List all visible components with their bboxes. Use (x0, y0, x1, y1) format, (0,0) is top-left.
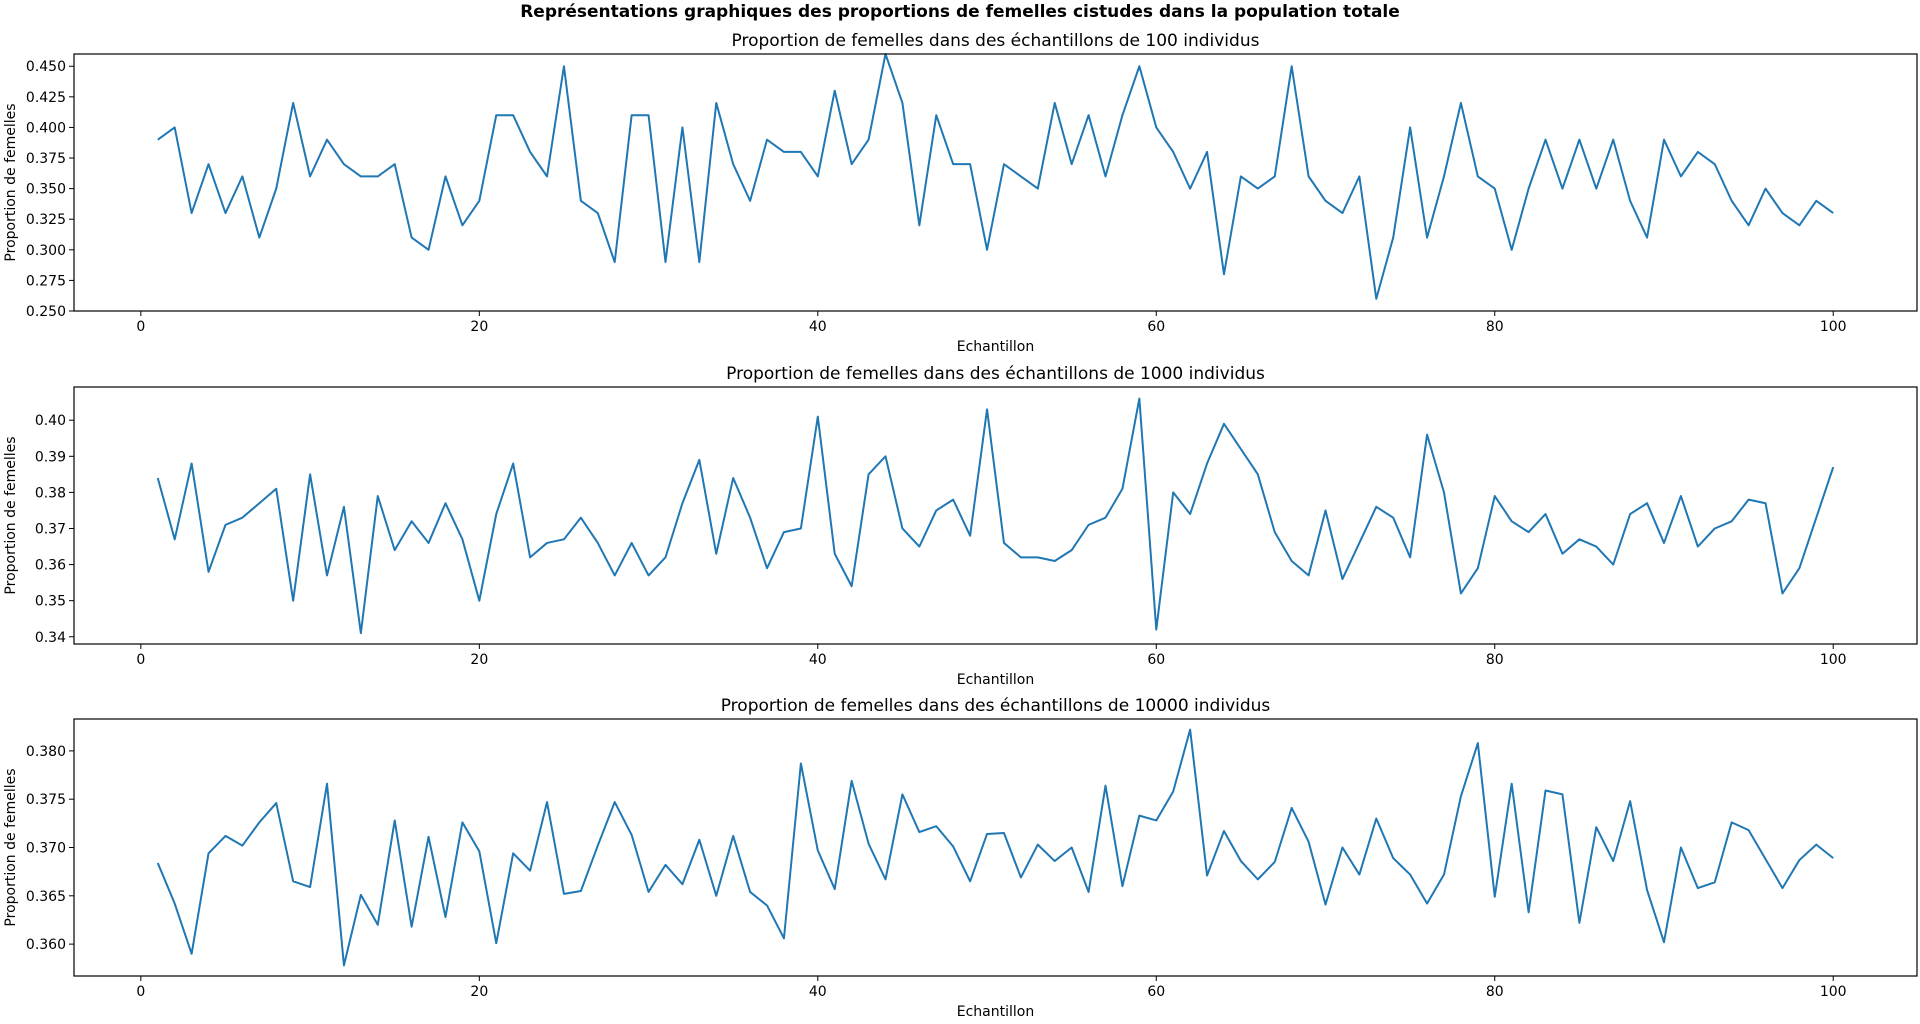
y-tick-label: 0.400 (26, 120, 66, 136)
y-tick-label: 0.37 (35, 521, 66, 537)
x-tick-label: 20 (470, 319, 488, 335)
subplot-title: Proportion de femelles dans des échantil… (721, 696, 1271, 716)
x-tick-label: 20 (470, 652, 488, 668)
y-axis-label: Proportion de femelles (3, 768, 19, 926)
y-tick-label: 0.450 (26, 59, 66, 75)
y-tick-label: 0.350 (26, 182, 66, 198)
x-tick-label: 0 (136, 984, 145, 1000)
series-line (156, 728, 1834, 967)
x-tick-label: 80 (1486, 984, 1504, 1000)
x-tick-label: 0 (136, 319, 145, 335)
y-tick-label: 0.275 (26, 273, 66, 289)
y-tick-label: 0.325 (26, 212, 66, 228)
subplot-3: 0 20 40 60 80 100 0.360 0.365 0.370 0.375 0.380 Pro… (3, 696, 1918, 1020)
x-tick-label: 40 (809, 984, 827, 1000)
subplot-1: 0 20 40 60 80 100 0.250 0.275 0.300 0.325 0.350 0.3… (3, 31, 1918, 355)
y-axis-label: Proportion de femelles (3, 103, 19, 261)
x-axis-label: Echantillon (957, 339, 1034, 355)
series-line (157, 53, 1834, 300)
y-tick-label: 0.375 (26, 792, 66, 808)
x-tick-label: 100 (1820, 984, 1847, 1000)
y-tick-label: 0.365 (26, 889, 66, 905)
x-tick-label: 40 (809, 652, 827, 668)
figure-suptitle: Représentations graphiques des proportio… (520, 2, 1400, 22)
y-tick-label: 0.425 (26, 90, 66, 106)
x-tick-label: 80 (1486, 319, 1504, 335)
y-tick-label: 0.36 (35, 558, 66, 574)
y-tick-label: 0.370 (26, 841, 66, 857)
x-tick-label: 0 (136, 652, 145, 668)
y-tick-label: 0.38 (35, 485, 66, 501)
y-tick-label: 0.300 (26, 243, 66, 259)
x-tick-label: 20 (470, 984, 488, 1000)
x-tick-label: 60 (1147, 319, 1165, 335)
axes-frame (73, 53, 1918, 312)
x-tick-label: 40 (809, 319, 827, 335)
x-tick-label: 60 (1147, 984, 1165, 1000)
y-axis-label: Proportion de femelles (3, 436, 19, 594)
axes-frame (73, 386, 1918, 645)
series-line (156, 397, 1835, 635)
y-tick-label: 0.250 (26, 304, 66, 320)
y-tick-label: 0.380 (26, 744, 66, 760)
x-tick-label: 100 (1820, 319, 1847, 335)
subplot-2: 0 20 40 60 80 100 0.34 0.35 0.36 0.37 0.38 0.39 0.40… (3, 364, 1918, 688)
y-tick-label: 0.40 (35, 413, 66, 429)
y-tick-label: 0.375 (26, 151, 66, 167)
x-axis-label: Echantillon (957, 672, 1034, 688)
y-tick-label: 0.360 (26, 937, 66, 953)
subplot-title: Proportion de femelles dans des échantil… (726, 364, 1265, 384)
y-tick-label: 0.35 (35, 594, 66, 610)
y-tick-label: 0.39 (35, 449, 66, 465)
x-tick-label: 100 (1820, 652, 1847, 668)
x-tick-label: 80 (1486, 652, 1504, 668)
subplot-title: Proportion de femelles dans des échantil… (732, 31, 1260, 51)
y-tick-label: 0.34 (35, 630, 66, 646)
x-tick-label: 60 (1147, 652, 1165, 668)
x-axis-label: Echantillon (957, 1004, 1034, 1020)
